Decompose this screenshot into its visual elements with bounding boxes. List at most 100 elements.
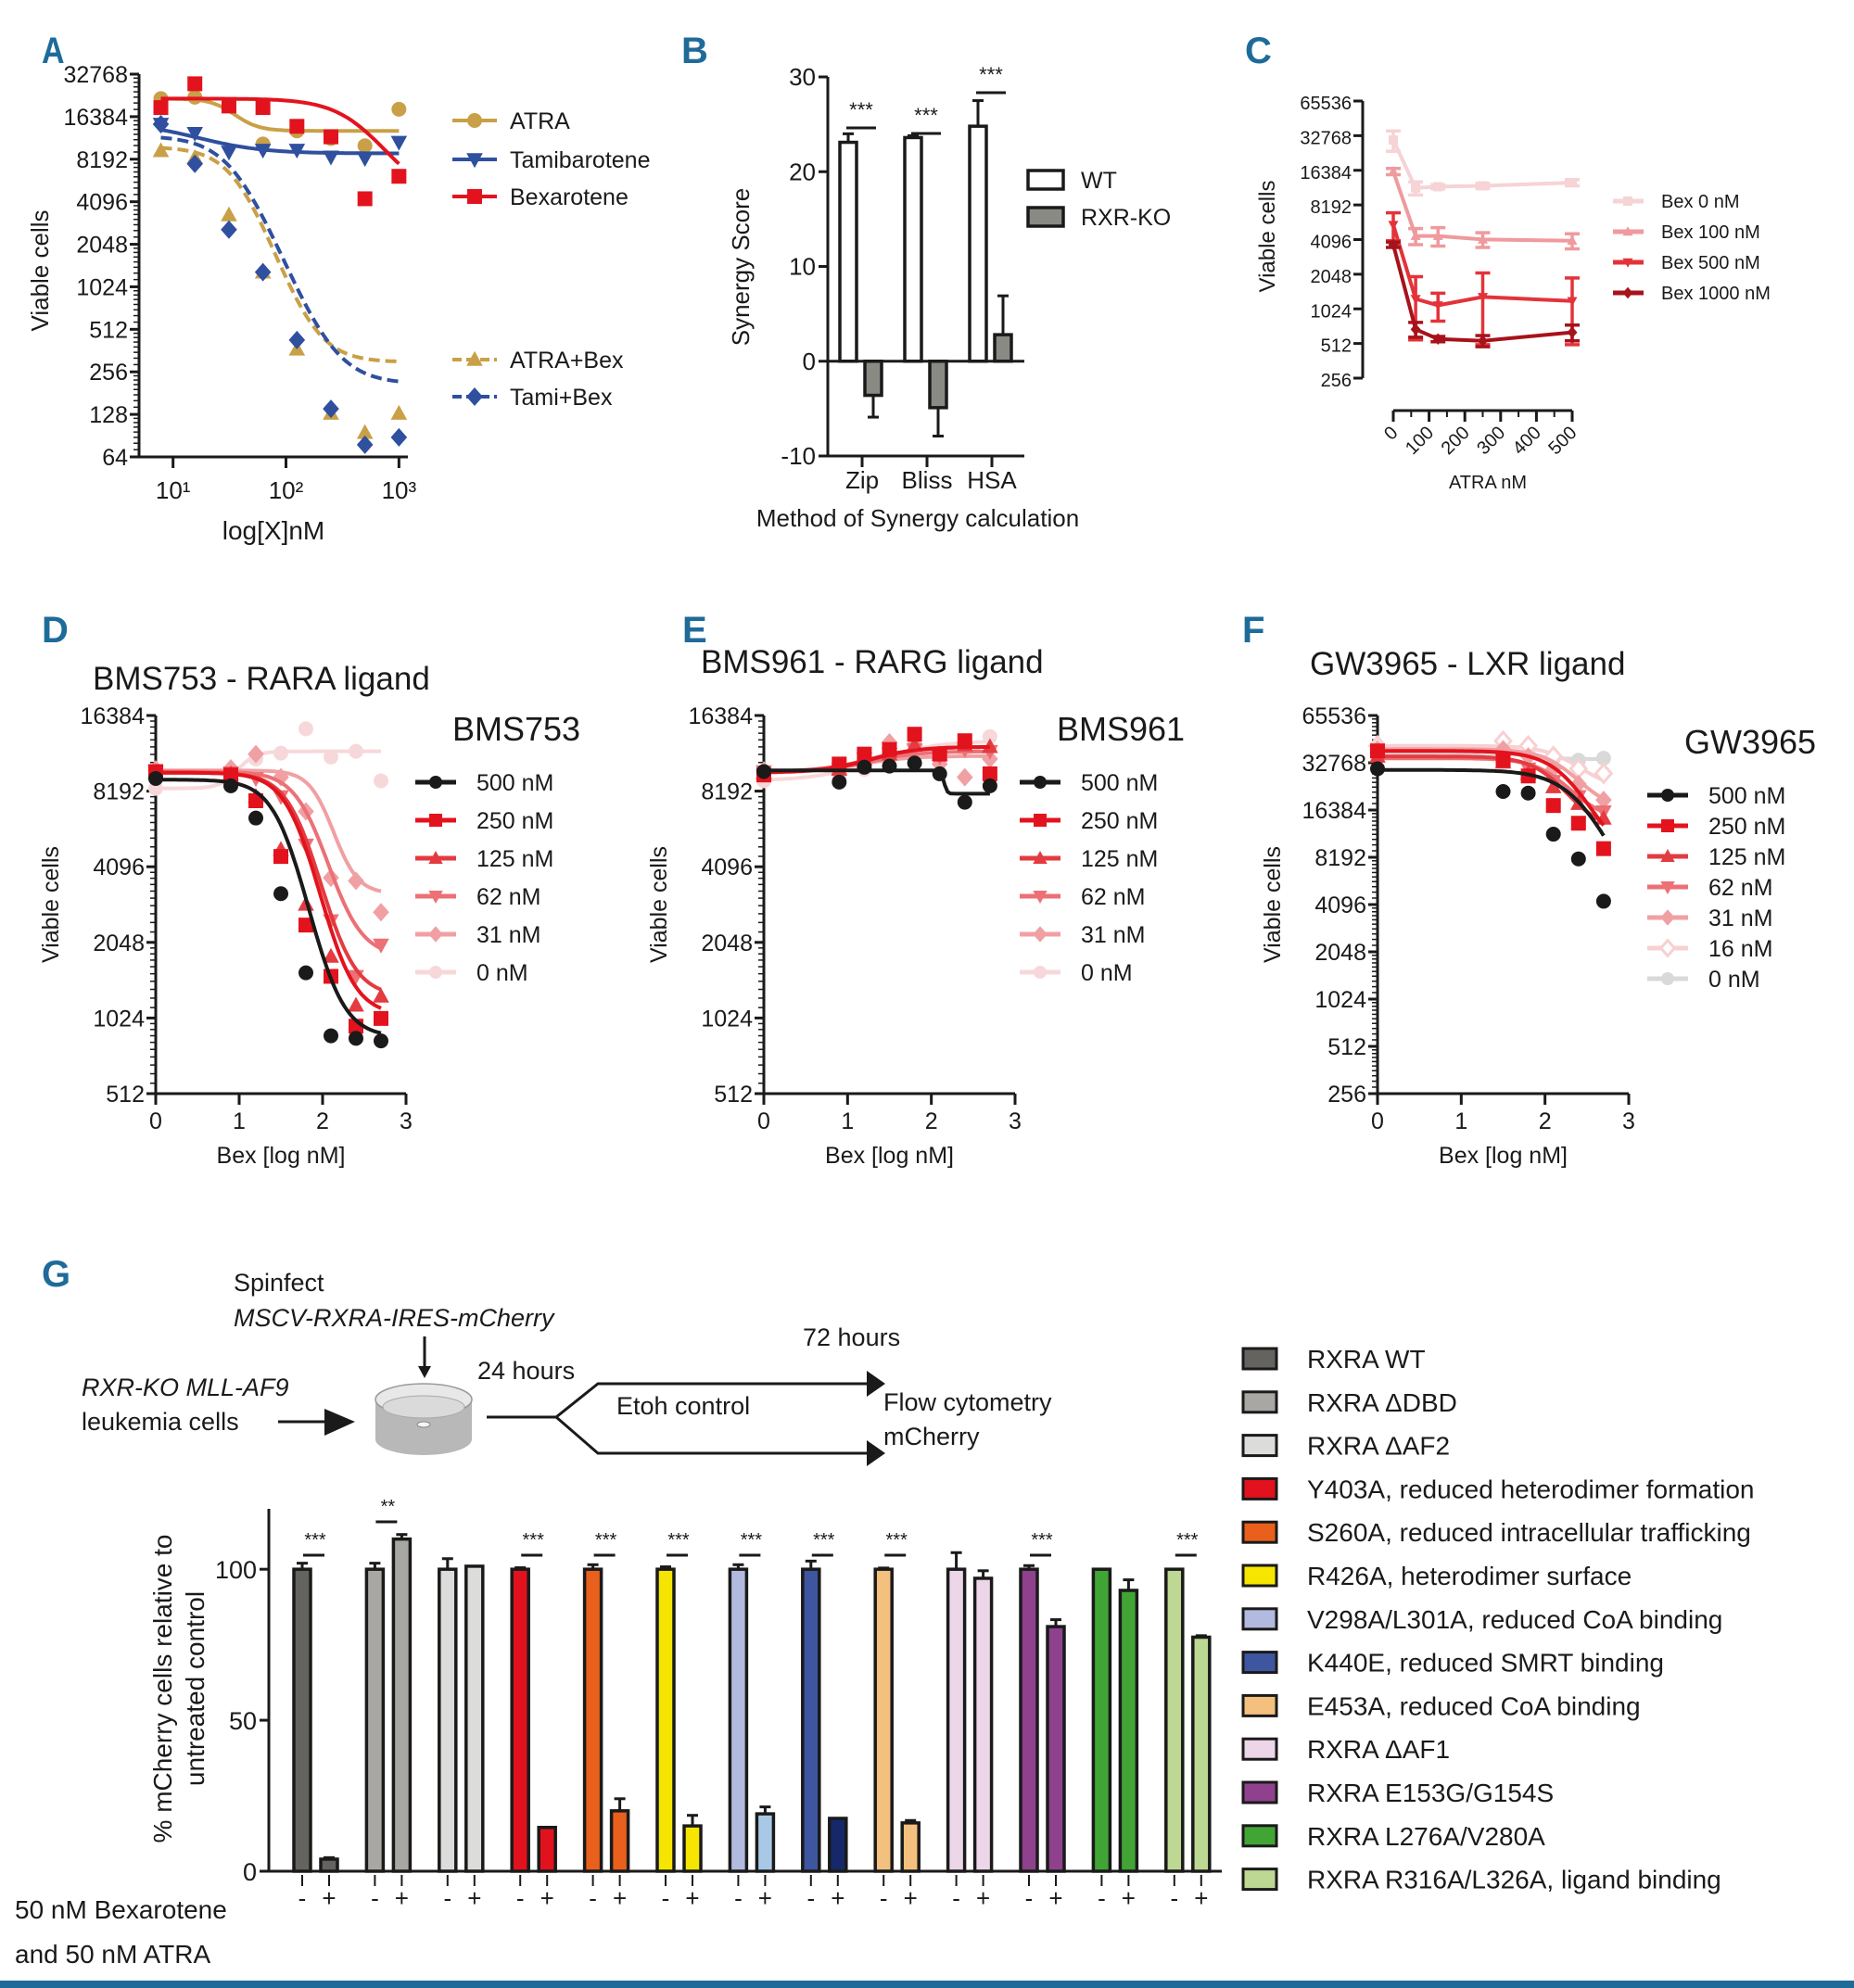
y-tick-label: 16384 bbox=[688, 703, 753, 729]
legend-label: Y403A, reduced heterodimer formation bbox=[1307, 1475, 1755, 1503]
panel-c-chart: 256 512 1024 2048 4096 8192 16384 32768 65536 0 10… bbox=[1255, 94, 1771, 493]
legend-swatch bbox=[1241, 1390, 1278, 1414]
legend-marker bbox=[1660, 881, 1675, 895]
legend-label: 0 nM bbox=[1708, 967, 1760, 993]
data-point bbox=[932, 766, 947, 781]
y-tick-label: 16384 bbox=[80, 703, 145, 729]
data-point bbox=[1432, 301, 1443, 311]
legend-marker bbox=[1622, 258, 1633, 268]
bar-wt bbox=[903, 135, 923, 363]
data-point bbox=[373, 987, 389, 1003]
data-point bbox=[324, 1028, 338, 1044]
data-point bbox=[1389, 135, 1398, 146]
data-point bbox=[152, 114, 170, 133]
treatment-sign: + bbox=[322, 1884, 336, 1912]
data-point bbox=[882, 741, 897, 757]
y-tick-label: 4096 bbox=[1311, 233, 1352, 253]
x-tick-label: 2 bbox=[925, 1108, 938, 1134]
y-tick-label: 8192 bbox=[1314, 845, 1366, 871]
treatment-sign: - bbox=[371, 1884, 379, 1912]
legend-label: V298A/L301A, reduced CoA binding bbox=[1307, 1605, 1722, 1634]
data-point bbox=[857, 759, 872, 775]
treatment-sign: - bbox=[806, 1884, 815, 1912]
data-point bbox=[857, 746, 872, 762]
y-tick-label: 30 bbox=[789, 63, 816, 91]
data-point bbox=[356, 152, 374, 168]
x-axis-label: Bex [log nM] bbox=[1439, 1143, 1568, 1169]
schematic-cells-line1: RXR-KO MLL-AF9 bbox=[82, 1374, 289, 1401]
treatment-label-line1: 50 nM Bexarotene bbox=[15, 1895, 227, 1924]
data-point bbox=[1567, 326, 1578, 338]
data-point bbox=[391, 169, 407, 184]
x-tick-label: 100 bbox=[1402, 423, 1438, 459]
bar bbox=[682, 1824, 703, 1873]
x-tick-label: 10³ bbox=[382, 476, 417, 504]
legend-marker bbox=[1034, 814, 1047, 827]
legend-swatch bbox=[1241, 1607, 1278, 1631]
panel-d-chart: 512 1024 2048 4096 8192 16384 0 1 2 3 BMS753 - RAR… bbox=[38, 661, 580, 1169]
data-point bbox=[1595, 791, 1612, 810]
legend-swatch bbox=[1241, 1868, 1278, 1892]
bar bbox=[464, 1564, 485, 1873]
legend-swatch bbox=[1241, 1347, 1278, 1371]
x-tick-label: 0 bbox=[149, 1108, 162, 1134]
bar bbox=[1118, 1589, 1139, 1873]
legend-label: Bex 1000 nM bbox=[1661, 284, 1771, 304]
bar-wt bbox=[838, 140, 858, 363]
data-point bbox=[254, 144, 272, 159]
y-tick-label: 16384 bbox=[63, 105, 128, 131]
data-point bbox=[273, 886, 288, 902]
legend-title: BMS753 bbox=[452, 710, 580, 748]
x-tick-label: 2 bbox=[1539, 1108, 1552, 1134]
y-tick-label: 4096 bbox=[1314, 893, 1366, 918]
legend-label: K440E, reduced SMRT binding bbox=[1307, 1649, 1664, 1678]
legend-title: BMS961 bbox=[1057, 710, 1185, 748]
x-tick-label: 0 bbox=[1371, 1108, 1384, 1134]
bar bbox=[900, 1821, 921, 1873]
legend-label: 250 nM bbox=[1081, 808, 1158, 834]
data-point bbox=[288, 144, 306, 159]
y-tick-label: 1024 bbox=[93, 1006, 145, 1032]
legend-label: 0 nM bbox=[476, 960, 528, 986]
legend-title: GW3965 bbox=[1684, 723, 1816, 761]
data-point bbox=[1478, 234, 1488, 244]
legend-marker bbox=[1033, 891, 1048, 905]
y-tick-label: 1024 bbox=[1311, 301, 1352, 322]
bar bbox=[755, 1812, 776, 1873]
y-tick-label: -10 bbox=[781, 442, 816, 470]
data-point bbox=[1545, 798, 1561, 814]
data-point bbox=[391, 101, 407, 117]
data-point bbox=[1388, 166, 1399, 176]
schematic-construct: MSCV-RXRA-IRES-mCherry bbox=[234, 1304, 555, 1332]
y-tick-label: 2048 bbox=[1311, 267, 1352, 287]
legend-label: 500 nM bbox=[1081, 770, 1158, 796]
treatment-sign: - bbox=[952, 1884, 960, 1912]
y-tick-label: 65536 bbox=[1302, 703, 1366, 729]
y-tick-label: 32768 bbox=[1300, 128, 1352, 148]
data-point bbox=[323, 947, 339, 963]
data-point bbox=[390, 404, 408, 420]
y-axis-label: Viable cells bbox=[1255, 181, 1280, 293]
data-point bbox=[374, 773, 388, 789]
legend-swatch bbox=[1241, 1434, 1278, 1458]
x-tick-label: HSA bbox=[967, 466, 1017, 494]
legend-marker bbox=[1661, 789, 1674, 802]
bar bbox=[1191, 1635, 1212, 1873]
data-point bbox=[221, 206, 237, 222]
y-axis-label-line2: untreated control bbox=[181, 1591, 210, 1786]
data-point bbox=[288, 330, 306, 349]
data-point bbox=[957, 733, 972, 749]
y-tick-label: 32768 bbox=[1302, 751, 1366, 777]
y-tick-label: 8192 bbox=[701, 779, 753, 805]
treatment-sign: - bbox=[443, 1884, 451, 1912]
legend-label: 125 nM bbox=[476, 846, 553, 872]
x-tick-label: 10² bbox=[269, 476, 304, 504]
legend-label: 500 nM bbox=[476, 770, 553, 796]
data-point bbox=[1478, 335, 1488, 348]
data-point bbox=[255, 100, 271, 116]
significance-label: *** bbox=[1176, 1530, 1199, 1551]
legend-label: 250 nM bbox=[476, 808, 553, 834]
legend-swatch bbox=[1241, 1651, 1278, 1675]
legend-marker bbox=[467, 189, 482, 204]
x-tick-label: 1 bbox=[841, 1108, 854, 1134]
